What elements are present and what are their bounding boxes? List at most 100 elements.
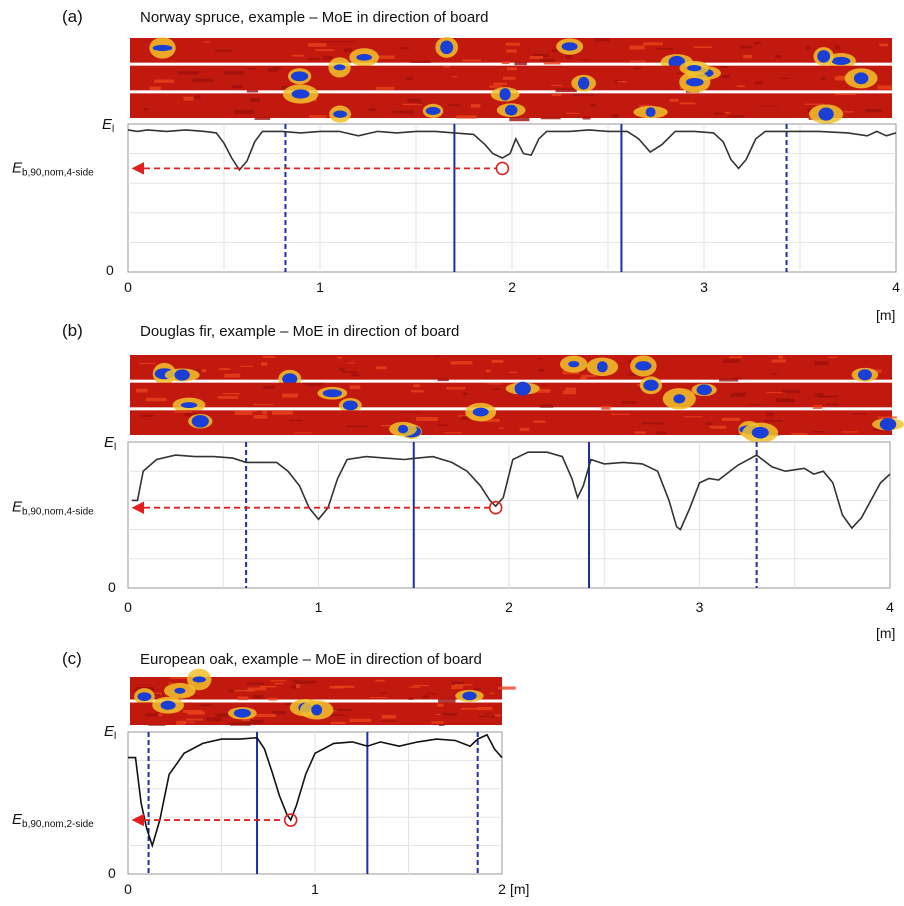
panel-a-y-tick-0: 0	[106, 262, 114, 278]
board-scan-strip	[130, 355, 892, 380]
board-texture	[407, 98, 422, 103]
board-texture	[474, 687, 481, 691]
board-texture	[502, 76, 516, 80]
board-texture	[136, 388, 148, 393]
board-texture	[489, 85, 502, 88]
board-texture	[406, 77, 413, 81]
board-texture	[719, 378, 739, 382]
board-texture	[229, 722, 251, 726]
board-texture	[814, 361, 829, 366]
board-texture	[282, 393, 298, 398]
board-texture	[565, 112, 580, 114]
board-texture	[834, 93, 856, 95]
board-texture	[224, 373, 241, 378]
board-texture	[337, 41, 355, 43]
board-texture	[203, 41, 210, 43]
board-texture	[879, 43, 888, 47]
board-texture	[766, 412, 774, 417]
board-texture	[413, 384, 420, 388]
panel-b-reference-point	[488, 500, 503, 515]
board-knot	[578, 76, 590, 90]
panel-c-y-tick-0: 0	[108, 865, 116, 881]
board-texture	[145, 397, 167, 402]
board-texture	[813, 405, 823, 409]
board-texture	[865, 109, 882, 113]
board-texture	[551, 93, 562, 96]
board-texture	[435, 714, 441, 716]
board-texture	[268, 68, 278, 72]
board-texture	[252, 694, 264, 699]
board-texture	[448, 104, 460, 106]
board-texture	[634, 431, 646, 434]
panel-c: (c) European oak, example – MoE in direc…	[12, 649, 529, 897]
board-texture	[679, 102, 696, 105]
board-texture	[460, 707, 477, 710]
board-texture	[754, 81, 763, 85]
board-knot	[561, 42, 578, 51]
board-texture	[444, 432, 462, 434]
board-texture	[543, 61, 561, 65]
board-texture	[380, 424, 393, 427]
board-texture	[705, 422, 714, 425]
x-tick-label: 3	[700, 279, 708, 295]
board-texture	[780, 77, 791, 79]
board-texture	[814, 393, 824, 397]
board-texture	[199, 704, 213, 707]
board-knot	[311, 704, 323, 716]
board-texture	[452, 76, 458, 78]
board-knot	[440, 40, 454, 55]
board-texture	[730, 393, 745, 397]
board-texture	[205, 717, 222, 722]
board-texture	[376, 86, 395, 90]
board-texture	[529, 55, 544, 60]
board-knot	[597, 361, 608, 373]
board-texture	[294, 432, 313, 434]
panel-c-marker-lines	[147, 732, 479, 874]
board-texture	[141, 414, 154, 417]
panel-b-x-ticks: 0 1 2 3 4	[124, 599, 894, 615]
board-texture	[247, 67, 256, 70]
board-texture	[582, 116, 591, 120]
board-texture	[194, 95, 201, 99]
board-texture	[508, 371, 518, 374]
board-texture	[315, 49, 334, 52]
board-texture	[841, 431, 859, 433]
board-texture	[185, 718, 203, 721]
panel-c-reference-label: Eb,90,nom,2-side	[12, 811, 94, 830]
board-texture	[380, 692, 387, 694]
board-scan-strip	[130, 677, 502, 700]
board-texture	[533, 420, 546, 423]
board-texture	[351, 373, 360, 377]
board-texture	[149, 86, 162, 91]
board-texture	[729, 356, 743, 359]
board-texture	[438, 698, 456, 703]
board-knot	[322, 389, 342, 398]
board-texture	[416, 417, 438, 421]
board-texture	[877, 85, 892, 90]
board-knot	[514, 381, 531, 396]
board-texture	[782, 389, 801, 393]
board-texture	[834, 45, 841, 50]
board-texture	[594, 38, 610, 42]
board-texture	[253, 414, 268, 419]
panel-b-y-tick-0: 0	[108, 579, 116, 595]
board-texture	[174, 411, 193, 413]
board-texture	[343, 48, 352, 52]
board-texture	[240, 365, 253, 367]
board-texture	[293, 680, 316, 684]
board-texture	[179, 721, 195, 723]
board-texture	[540, 58, 556, 63]
board-knot	[472, 407, 489, 417]
board-texture	[540, 404, 554, 408]
panel-a-moe-profile	[127, 129, 897, 172]
panel-c-reference-point	[283, 813, 298, 827]
board-texture	[828, 356, 838, 359]
board-texture	[308, 57, 321, 61]
board-texture	[804, 103, 825, 105]
board-texture	[612, 114, 620, 118]
board-texture	[791, 433, 808, 435]
board-texture	[834, 76, 851, 81]
board-texture	[778, 355, 784, 360]
board-texture	[148, 724, 166, 726]
